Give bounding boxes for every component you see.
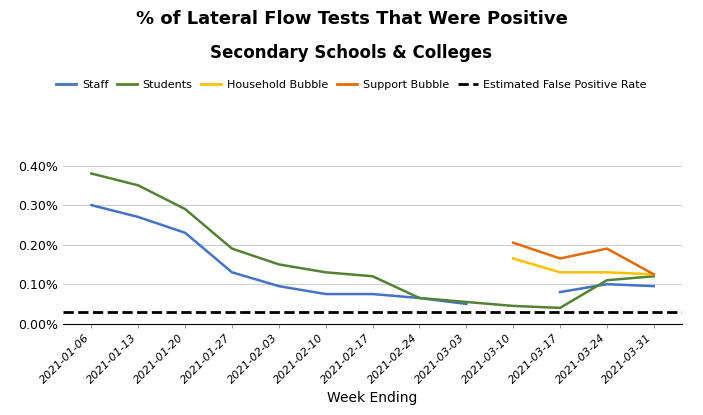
Legend: Staff, Students, Household Bubble, Support Bubble, Estimated False Positive Rate: Staff, Students, Household Bubble, Suppo… [56,80,647,90]
X-axis label: Week Ending: Week Ending [328,391,418,405]
Text: % of Lateral Flow Tests That Were Positive: % of Lateral Flow Tests That Were Positi… [136,10,567,28]
Text: Secondary Schools & Colleges: Secondary Schools & Colleges [210,44,493,61]
